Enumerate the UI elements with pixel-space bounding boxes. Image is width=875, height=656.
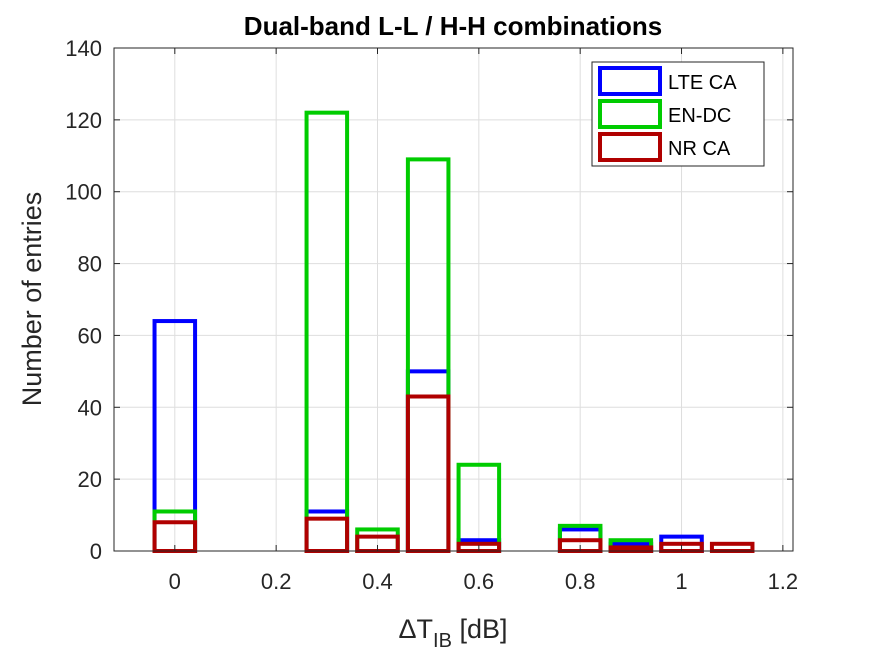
y-tick-label: 120: [65, 108, 102, 133]
legend-swatch: [598, 66, 662, 96]
y-axis-label: Number of entries: [17, 192, 47, 407]
x-axis-label-subscript: IB: [433, 630, 452, 652]
chart-title: Dual-band L-L / H-H combinations: [244, 11, 662, 41]
legend-label: LTE CA: [668, 72, 737, 94]
x-tick-label: 0.6: [464, 569, 495, 594]
legend-swatch: [598, 132, 662, 162]
y-tick-label: 60: [78, 323, 102, 348]
x-axis-label-unit: [dB]: [452, 614, 508, 644]
y-tick-label: 100: [65, 180, 102, 205]
x-tick-label: 0.2: [261, 569, 292, 594]
legend-label: NR CA: [668, 138, 731, 160]
x-axis-label: ΔTIB [dB]: [399, 614, 508, 652]
legend-swatch: [598, 99, 662, 129]
axis-ticks: 0 0.2 0.4 0.6 0.8 1 1.2 0 20 40 60 80 100 120 140: [65, 36, 798, 594]
y-tick-label: 40: [78, 395, 102, 420]
legend-label: EN-DC: [668, 105, 731, 127]
x-tick-label: 1.2: [768, 569, 799, 594]
bar: [608, 545, 654, 554]
legend-box: [591, 61, 765, 167]
x-axis-label-main: ΔT: [399, 614, 434, 644]
x-tick-label: 0.4: [362, 569, 393, 594]
y-tick-label: 0: [90, 539, 102, 564]
y-tick-label: 20: [78, 467, 102, 492]
legend: LTE CA EN-DC NR CA: [591, 61, 765, 167]
x-tick-label: 1: [675, 569, 687, 594]
y-tick-label: 80: [78, 252, 102, 277]
x-tick-label: 0: [169, 569, 181, 594]
x-tick-label: 0.8: [565, 569, 596, 594]
plot-frame: [113, 47, 794, 552]
y-tick-label: 140: [65, 36, 102, 61]
